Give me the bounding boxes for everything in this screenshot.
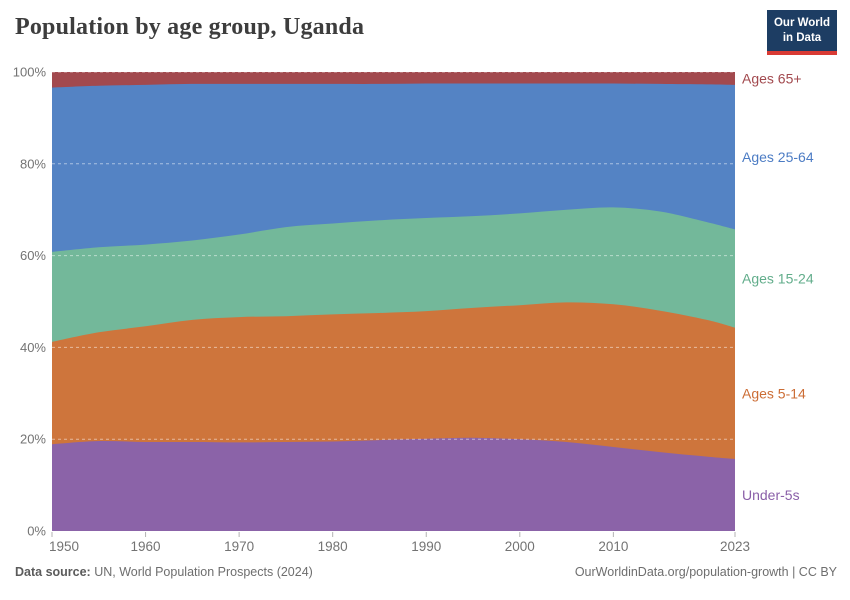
footer: Data source: UN, World Population Prospe… <box>15 565 837 579</box>
legend-label-ages-5-14[interactable]: Ages 5-14 <box>742 385 806 401</box>
data-source-note: Data source: UN, World Population Prospe… <box>15 565 313 579</box>
legend-label-under-5s[interactable]: Under-5s <box>742 487 800 503</box>
x-axis-label: 1970 <box>224 539 254 554</box>
x-axis-label: 1960 <box>131 539 161 554</box>
owid-logo-line1: Our World <box>773 17 830 29</box>
area-under-5s[interactable] <box>52 437 735 531</box>
credit-link[interactable]: OurWorldinData.org/population-growth | C… <box>574 565 837 579</box>
y-axis-label: 40% <box>20 340 46 355</box>
x-axis-label: 1950 <box>49 539 79 554</box>
page-title: Population by age group, Uganda <box>15 14 365 40</box>
legend-label-ages-25-64[interactable]: Ages 25-64 <box>742 149 814 165</box>
y-axis-label: 80% <box>20 156 46 171</box>
owid-logo-line2: in Data <box>782 31 822 44</box>
y-axis-label: 100% <box>13 65 47 80</box>
legend-label-ages-15-24[interactable]: Ages 15-24 <box>742 271 814 287</box>
x-axis-label: 2023 <box>720 539 750 554</box>
y-axis-label: 0% <box>27 524 46 539</box>
x-axis-label: 2000 <box>505 539 535 554</box>
x-axis-label: 1990 <box>411 539 441 554</box>
x-axis-label: 2010 <box>598 539 628 554</box>
data-source-label: Data source: <box>15 565 91 579</box>
y-axis-label: 60% <box>20 248 46 263</box>
owid-logo[interactable]: Our World in Data <box>767 10 837 55</box>
data-source-text: UN, World Population Prospects (2024) <box>90 565 313 579</box>
legend-label-ages-65-plus[interactable]: Ages 65+ <box>742 70 802 86</box>
x-axis-label: 1980 <box>318 539 348 554</box>
y-axis-label: 20% <box>20 432 46 447</box>
